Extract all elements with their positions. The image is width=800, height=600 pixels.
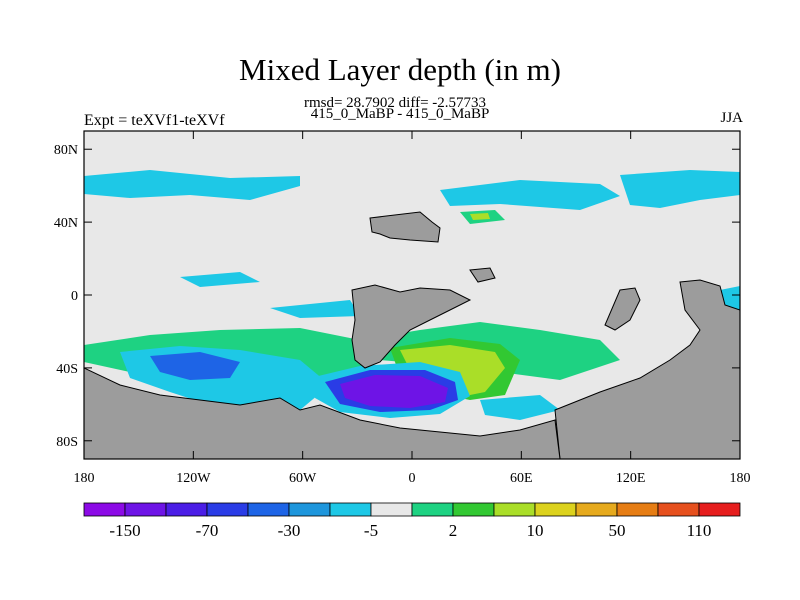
land-north <box>369 211 441 243</box>
lat-tick-label: 80S <box>56 435 78 450</box>
colorbar-swatch <box>534 502 577 517</box>
lon-tick-label: 0 <box>409 471 416 486</box>
map-panel <box>84 131 740 459</box>
land-mask <box>84 211 740 459</box>
lon-tick-label: 60W <box>289 471 317 486</box>
south-blue-patch <box>150 352 240 380</box>
colorbar-swatch <box>575 502 618 517</box>
mid-band-west <box>180 272 260 287</box>
colorbar-label: 110 <box>687 521 712 540</box>
colorbar-label: 2 <box>449 521 458 540</box>
colorbar-label: -70 <box>196 521 219 540</box>
colorbar-swatch <box>657 502 700 517</box>
land-indian-east <box>554 279 740 459</box>
lat-tick-label: 40N <box>54 216 78 231</box>
deep-negative-core <box>340 375 448 408</box>
colorbar-swatch <box>83 502 126 517</box>
colorbar-label: -30 <box>278 521 301 540</box>
lon-ticks: 180 120W 60W 0 60E 120E 180 <box>74 131 751 486</box>
colorbar-label: 10 <box>527 521 544 540</box>
colorbar-label: 50 <box>609 521 626 540</box>
lat-ticks: 80N 40N 0 40S 80S <box>54 143 740 450</box>
land-islands <box>469 267 496 283</box>
south-cyan-east <box>480 395 560 420</box>
land-south-america <box>604 287 641 331</box>
colorbar-label: -150 <box>109 521 140 540</box>
run-comparison: 415_0_MaBP - 415_0_MaBP <box>310 106 490 122</box>
lon-tick-label: 180 <box>730 471 751 486</box>
north-band-west <box>84 170 300 200</box>
land-africa <box>351 284 472 369</box>
experiment-label: Expt = teXVf1-teXVf <box>84 112 225 129</box>
lat-tick-label: 0 <box>71 289 78 304</box>
colorbar-swatch <box>370 502 413 517</box>
colorbar: -150 -70 -30 -5 2 10 50 110 <box>83 502 741 540</box>
north-band-east <box>620 170 740 208</box>
mid-band-center <box>270 300 360 318</box>
north-band-mid <box>440 180 620 210</box>
season-label: JJA <box>720 110 743 126</box>
lon-tick-label: 180 <box>74 471 95 486</box>
colorbar-swatch <box>411 502 454 517</box>
north-yellow-patch <box>470 213 490 220</box>
land-antarctica <box>84 367 561 459</box>
lon-tick-label: 120W <box>176 471 211 486</box>
colorbar-swatch <box>698 502 741 517</box>
colorbar-swatch <box>452 502 495 517</box>
map-title: Mixed Layer depth (in m) <box>239 52 561 87</box>
rmsd-diff-stats: rmsd= 28.7902 diff= -2.57733 <box>303 95 487 111</box>
colorbar-swatch <box>206 502 249 517</box>
lat-tick-label: 40S <box>56 362 78 377</box>
colorbar-swatch <box>616 502 659 517</box>
lat-tick-label: 80N <box>54 143 78 158</box>
colorbar-swatch <box>329 502 372 517</box>
colorbar-swatch <box>288 502 331 517</box>
colorbar-label: -5 <box>364 521 378 540</box>
lon-tick-label: 120E <box>616 471 646 486</box>
colorbar-swatch <box>165 502 208 517</box>
colorbar-swatch <box>124 502 167 517</box>
lon-tick-label: 60E <box>510 471 533 486</box>
colorbar-swatch <box>247 502 290 517</box>
colorbar-swatch <box>493 502 536 517</box>
